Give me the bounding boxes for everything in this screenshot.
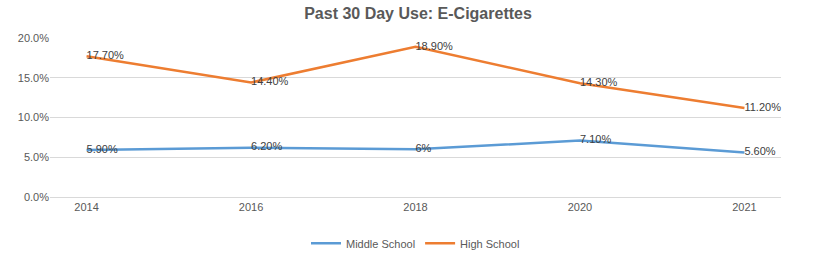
svg-text:High School: High School bbox=[460, 238, 519, 250]
svg-text:0.0%: 0.0% bbox=[24, 191, 49, 203]
svg-text:5.60%: 5.60% bbox=[744, 145, 775, 157]
svg-text:18.90%: 18.90% bbox=[416, 40, 454, 52]
svg-text:2020: 2020 bbox=[568, 201, 592, 213]
svg-text:2014: 2014 bbox=[74, 201, 98, 213]
svg-text:14.30%: 14.30% bbox=[580, 76, 618, 88]
svg-text:14.40%: 14.40% bbox=[251, 75, 289, 87]
svg-text:Past 30 Day Use: E-Cigarettes: Past 30 Day Use: E-Cigarettes bbox=[304, 5, 532, 22]
svg-text:11.20%: 11.20% bbox=[744, 101, 781, 113]
svg-text:7.10%: 7.10% bbox=[580, 133, 611, 145]
svg-text:5.90%: 5.90% bbox=[87, 143, 118, 155]
svg-text:Middle School: Middle School bbox=[346, 238, 415, 250]
svg-text:5.0%: 5.0% bbox=[24, 151, 49, 163]
svg-text:6.20%: 6.20% bbox=[251, 140, 282, 152]
svg-text:2016: 2016 bbox=[239, 201, 263, 213]
svg-text:15.0%: 15.0% bbox=[18, 72, 49, 84]
svg-text:10.0%: 10.0% bbox=[18, 111, 49, 123]
svg-text:2021: 2021 bbox=[732, 201, 756, 213]
svg-text:2018: 2018 bbox=[403, 201, 427, 213]
svg-text:17.70%: 17.70% bbox=[87, 49, 125, 61]
svg-text:6%: 6% bbox=[416, 142, 432, 154]
svg-text:20.0%: 20.0% bbox=[18, 32, 49, 44]
